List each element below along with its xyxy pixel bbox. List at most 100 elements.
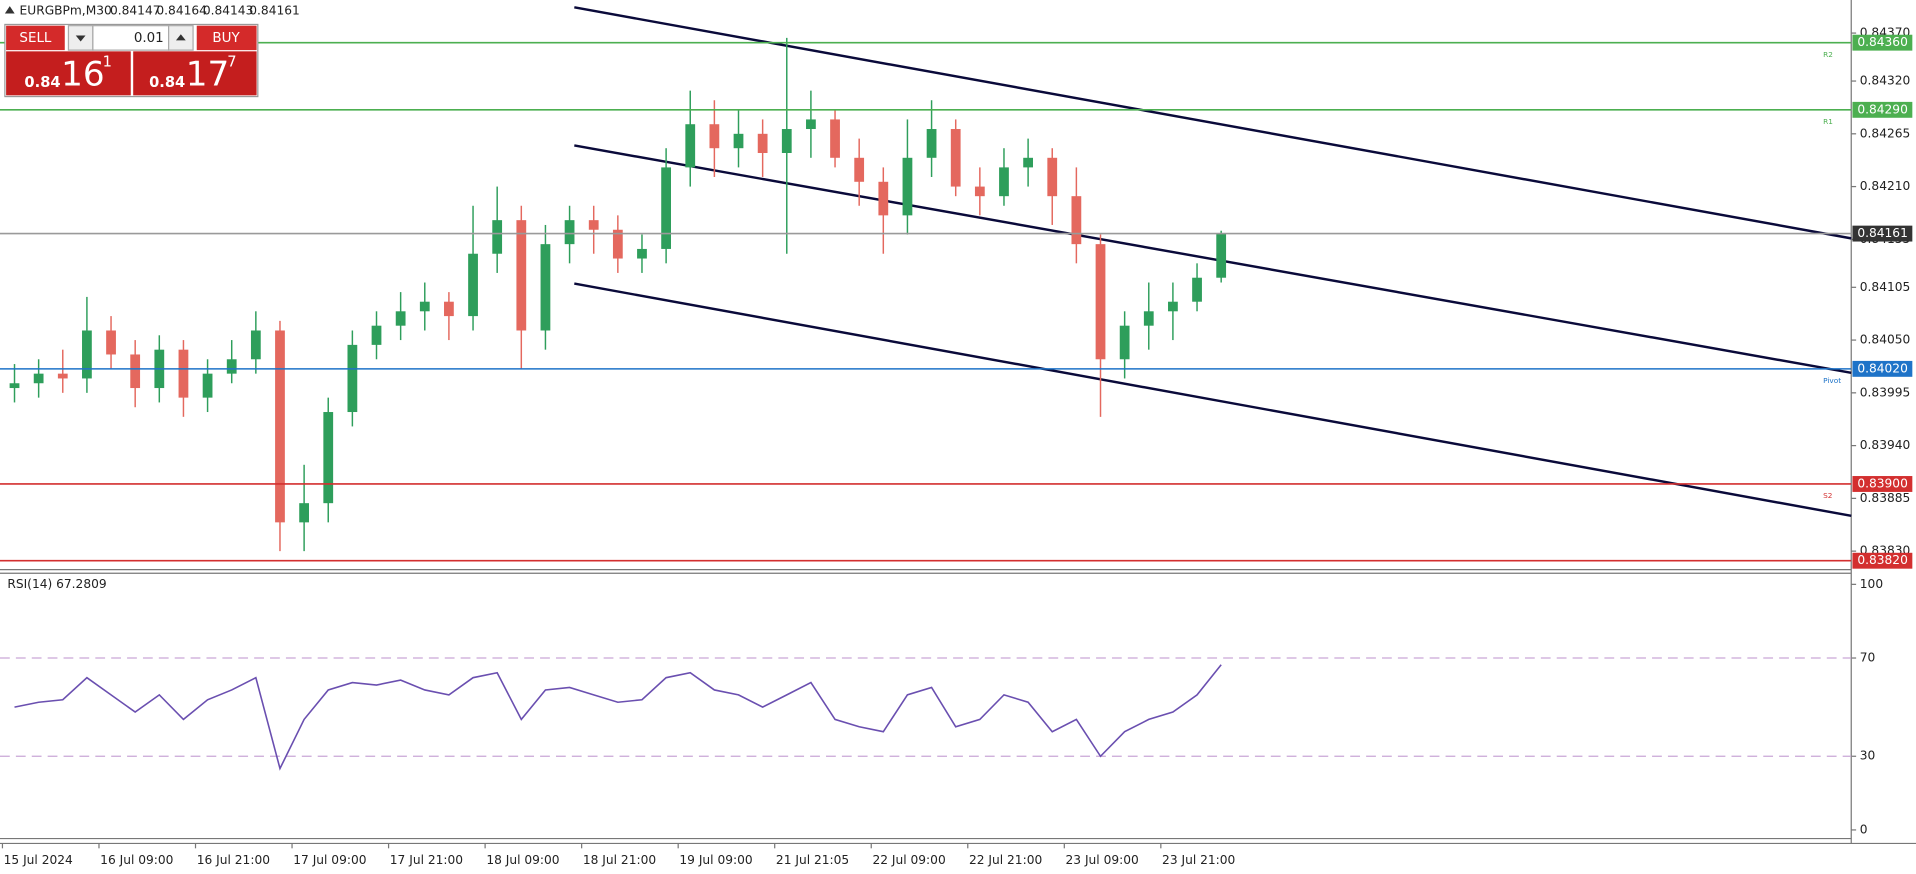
lot-input[interactable] [92,25,170,51]
candle-body [540,244,551,331]
level-label-box [1852,101,1913,118]
candle-body [395,311,406,326]
buy-price-box[interactable] [133,51,257,96]
level-label-box [1852,360,1913,377]
candle-body [516,220,527,331]
candle-body [1095,244,1106,360]
candle-body [757,133,768,154]
candle-body [1047,157,1058,197]
sell-price-big: 0.84 [24,74,60,91]
candle-body [1168,301,1178,312]
level-name: Pivot [1823,376,1841,385]
candle-body [878,181,889,216]
y-tick-label: 0.84105 [1860,280,1911,294]
buy-price-point: 7 [227,53,236,70]
header-low: 0.84143 [203,4,254,18]
candle-body [806,119,816,130]
candle-body [612,229,623,259]
rsi-line [14,664,1222,771]
candle-body [130,354,141,389]
buy-button[interactable] [196,25,257,51]
x-tick-label: 22 Jul 09:00 [872,853,945,867]
y-tick-label: 70 [1860,651,1876,665]
buy-price-big: 0.84 [149,74,185,91]
candle-body [974,186,985,197]
candle-body [661,167,671,249]
level-name: S2 [1823,491,1832,500]
header-open: 0.84147 [110,4,161,18]
candle-body [830,119,840,158]
buy-label[interactable]: BUY [212,31,240,46]
candle-body [733,133,744,149]
candle-body [950,129,961,187]
candle-body [926,129,937,158]
candle-body [588,220,599,230]
candle-body [637,248,647,259]
level-name: R1 [1823,117,1833,126]
candle-body [709,124,720,149]
candle-body [33,373,44,384]
sell-label[interactable]: SELL [19,31,52,46]
candle-body [1023,157,1033,168]
candle-body [323,412,334,504]
level-label: 0.84161 [1857,226,1908,240]
symbol-title: EURGBPm,M30 [20,4,112,18]
level-label: 0.84290 [1857,102,1908,116]
candle-body [347,344,358,413]
candle-body [9,383,20,389]
channel-line [574,282,1852,518]
candle-body [1143,311,1154,326]
header-high: 0.84164 [156,4,207,18]
collapse-icon[interactable] [4,6,15,14]
y-tick-label: 0.84320 [1860,74,1911,88]
candle-body [202,373,213,398]
candle-body [999,167,1009,197]
candle-body [564,220,575,245]
y-tick-label: 100 [1860,577,1883,591]
x-tick-label: 23 Jul 09:00 [1066,853,1139,867]
level-label: 0.83820 [1857,553,1908,567]
level-label-box [1852,552,1913,569]
candle-body [82,330,92,379]
candle-body [781,129,792,154]
trade-panel: SELL 0.01 BUY 0.84 16 1 0.84 17 7 [4,23,259,98]
candle-body [1216,233,1227,278]
y-tick-label: 0.84210 [1860,179,1911,193]
lot-value[interactable]: 0.01 [134,31,164,46]
candle-body [419,301,430,312]
plot: 0.843700.843200.842650.842100.841550.841… [0,26,1913,867]
level-label-box [1852,34,1913,51]
candle-body [492,220,503,254]
candle-body [57,373,68,379]
sell-price-point: 1 [103,53,112,70]
candle-body [250,330,261,360]
x-tick-label: 18 Jul 09:00 [486,853,559,867]
x-tick-label: 23 Jul 21:00 [1162,853,1235,867]
candle-body [371,325,382,345]
x-tick-label: 16 Jul 21:00 [197,853,270,867]
sell-button[interactable] [6,25,65,51]
candle-body [106,330,116,355]
y-tick-label: 0.83995 [1860,385,1911,399]
candle-body [275,330,285,523]
x-tick-label: 17 Jul 21:00 [390,853,463,867]
candle-body [854,157,865,182]
x-tick-label: 21 Jul 21:05 [776,853,849,867]
sell-price-box[interactable] [6,51,131,96]
level-name: R2 [1823,50,1833,59]
x-tick-label: 16 Jul 09:00 [100,853,173,867]
level-label: 0.84360 [1857,35,1908,49]
x-tick-label: 15 Jul 2024 [4,853,73,867]
level-label-box [1852,476,1913,492]
y-tick-label: 0.83885 [1860,491,1911,505]
candle-body [1192,277,1202,302]
buy-price-pips: 17 [186,54,230,94]
x-tick-label: 19 Jul 09:00 [679,853,752,867]
x-tick-label: 22 Jul 21:00 [969,853,1042,867]
level-label-box [1852,225,1913,242]
up-arrow [175,34,186,41]
down-arrow [75,35,86,42]
level-label: 0.84020 [1857,361,1908,375]
